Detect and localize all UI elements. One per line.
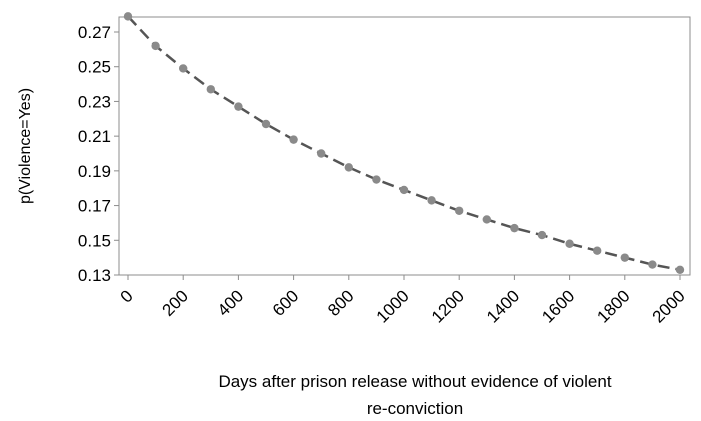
data-point <box>593 246 602 255</box>
x-tick-label: 0 <box>117 286 137 306</box>
y-axis-label: p(Violence=Yes) <box>17 88 34 204</box>
x-tick-label: 2000 <box>649 286 689 326</box>
x-axis-ticks: 0 200 400 600 800 1000 1200 1400 1600 1800 2000 <box>117 275 689 327</box>
data-point <box>123 12 133 21</box>
data-point <box>482 215 491 224</box>
data-point <box>399 185 409 195</box>
data-point <box>289 135 298 144</box>
y-tick-label: 0.15 <box>78 231 111 250</box>
data-point <box>261 119 271 129</box>
data-point <box>372 175 381 184</box>
data-point <box>344 163 353 172</box>
y-tick-label: 0.17 <box>78 197 111 216</box>
y-tick-label: 0.21 <box>78 127 111 146</box>
series-group <box>123 12 685 274</box>
data-point <box>648 260 657 269</box>
data-point <box>537 230 547 240</box>
data-point <box>455 206 464 215</box>
x-axis-label-line-1: Days after prison release without eviden… <box>218 372 611 391</box>
data-point <box>675 265 685 274</box>
data-point <box>427 196 436 205</box>
data-point <box>206 85 215 94</box>
data-point <box>151 41 160 51</box>
data-point <box>234 102 243 111</box>
data-point <box>565 239 574 248</box>
y-tick-label: 0.25 <box>78 58 111 77</box>
data-point <box>179 64 188 73</box>
y-tick-label: 0.27 <box>78 23 111 42</box>
data-point <box>620 253 629 262</box>
x-tick-label: 600 <box>269 286 302 319</box>
x-tick-label: 800 <box>324 286 357 319</box>
y-tick-label: 0.19 <box>78 162 111 181</box>
x-axis-label-line-2: re-conviction <box>367 399 463 418</box>
plot-area <box>118 16 691 276</box>
x-tick-label: 1800 <box>593 286 633 326</box>
x-tick-label: 1200 <box>428 286 468 326</box>
x-tick-label: 1000 <box>373 286 413 326</box>
x-tick-label: 200 <box>159 286 192 319</box>
y-tick-label: 0.23 <box>78 92 111 111</box>
x-tick-label: 1400 <box>483 286 523 326</box>
y-axis-ticks: 0.27 0.25 0.23 0.21 0.19 0.17 0.15 0.13 <box>78 23 119 285</box>
x-tick-label: 400 <box>214 286 247 319</box>
x-tick-label: 1600 <box>538 286 578 326</box>
y-tick-label: 0.13 <box>78 266 111 285</box>
data-point <box>317 149 326 158</box>
data-point <box>510 223 519 233</box>
